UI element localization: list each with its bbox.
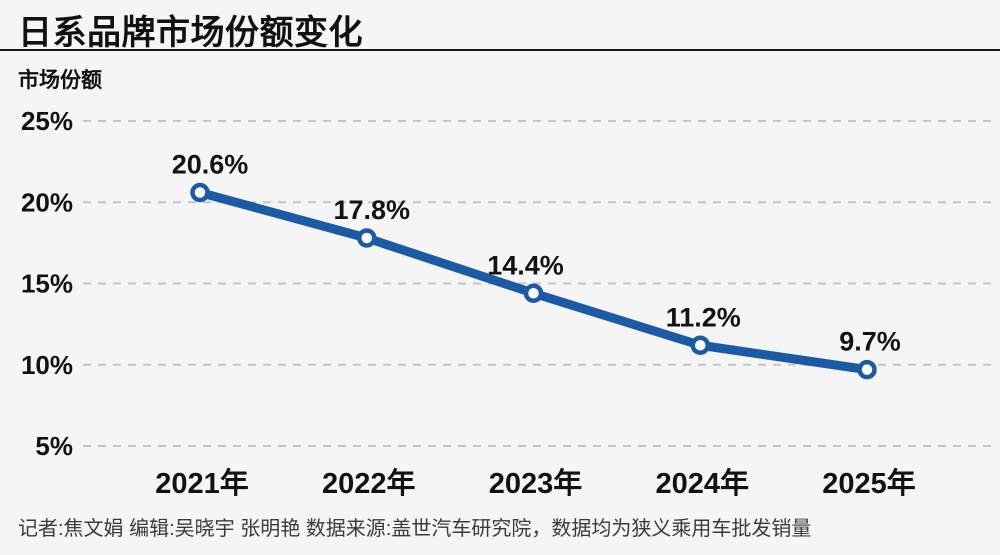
data-point-marker [357, 228, 377, 248]
x-tick-label: 2021年 [155, 466, 249, 500]
y-axis-title: 市场份额 [18, 69, 102, 92]
data-point-label: 11.2% [666, 302, 741, 332]
y-tick-label: 15% [21, 269, 73, 299]
data-point-label: 17.8% [333, 195, 410, 225]
credits-text: 记者:焦文娟 编辑:吴晓宇 张明艳 数据来源:盖世汽车研究院，数据均为狭义乘用车… [18, 518, 812, 540]
data-point-marker [857, 359, 877, 380]
market-share-line [198, 188, 868, 375]
x-tick-label: 2022年 [322, 466, 416, 500]
data-point-label: 20.6% [172, 150, 249, 180]
x-tick-label: 2023年 [489, 466, 583, 500]
chart-title: 日系品牌市场份额变化 [18, 14, 363, 52]
y-tick-label: 25% [21, 106, 73, 136]
data-point-marker [523, 283, 544, 303]
y-tick-label: 10% [21, 350, 73, 380]
data-point-label: 14.4% [487, 250, 564, 280]
y-tick-label: 5% [35, 431, 73, 461]
data-point-label: 9.7% [839, 327, 901, 357]
header: 日系品牌市场份额变化 [0, 0, 1000, 52]
x-tick-label: 2024年 [655, 466, 749, 500]
x-tick-label: 2025年 [822, 466, 916, 500]
data-point-marker [190, 182, 210, 203]
data-point-marker [690, 335, 710, 355]
y-tick-label: 20% [21, 187, 73, 217]
